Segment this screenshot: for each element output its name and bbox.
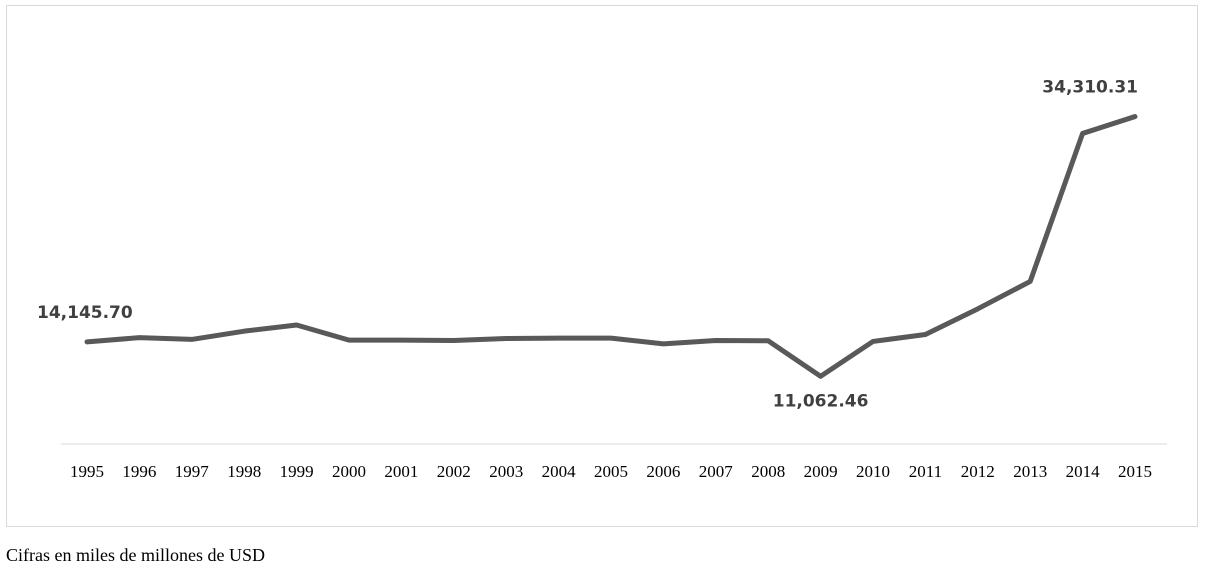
chart-footnote: Cifras en miles de millones de USD	[6, 545, 265, 565]
x-tick-label: 2002	[437, 462, 471, 481]
x-tick-label: 2008	[751, 462, 785, 481]
x-tick-label: 2004	[542, 462, 577, 481]
x-axis-ticks: 1995 1996 1997 1998 1999 2000 2001 2002 2003 2004…	[70, 462, 1152, 481]
x-tick-label: 2003	[489, 462, 523, 481]
data-labels: 14,145.70 11,062.46 34,310.31	[37, 78, 1138, 412]
x-tick-label: 2007	[699, 462, 734, 481]
x-tick-label: 2009	[804, 462, 838, 481]
x-tick-label: 2001	[384, 462, 418, 481]
x-tick-label: 2005	[594, 462, 628, 481]
data-label: 34,310.31	[1042, 78, 1138, 98]
x-tick-label: 2012	[961, 462, 995, 481]
x-tick-label: 1995	[70, 462, 104, 481]
x-tick-label: 1998	[227, 462, 261, 481]
x-tick-label: 2015	[1118, 462, 1152, 481]
x-tick-label: 2010	[856, 462, 890, 481]
x-tick-label: 1999	[280, 462, 314, 481]
x-tick-label: 2013	[1013, 462, 1047, 481]
data-label: 14,145.70	[37, 303, 133, 323]
x-tick-label: 1996	[122, 462, 156, 481]
x-tick-label: 2006	[646, 462, 680, 481]
series-line	[84, 114, 1138, 379]
data-label: 11,062.46	[773, 391, 869, 411]
x-tick-label: 2014	[1066, 462, 1101, 481]
x-tick-label: 1997	[175, 462, 210, 481]
x-tick-label: 2011	[909, 462, 942, 481]
x-tick-label: 2000	[332, 462, 366, 481]
chart-area	[6, 5, 1198, 527]
